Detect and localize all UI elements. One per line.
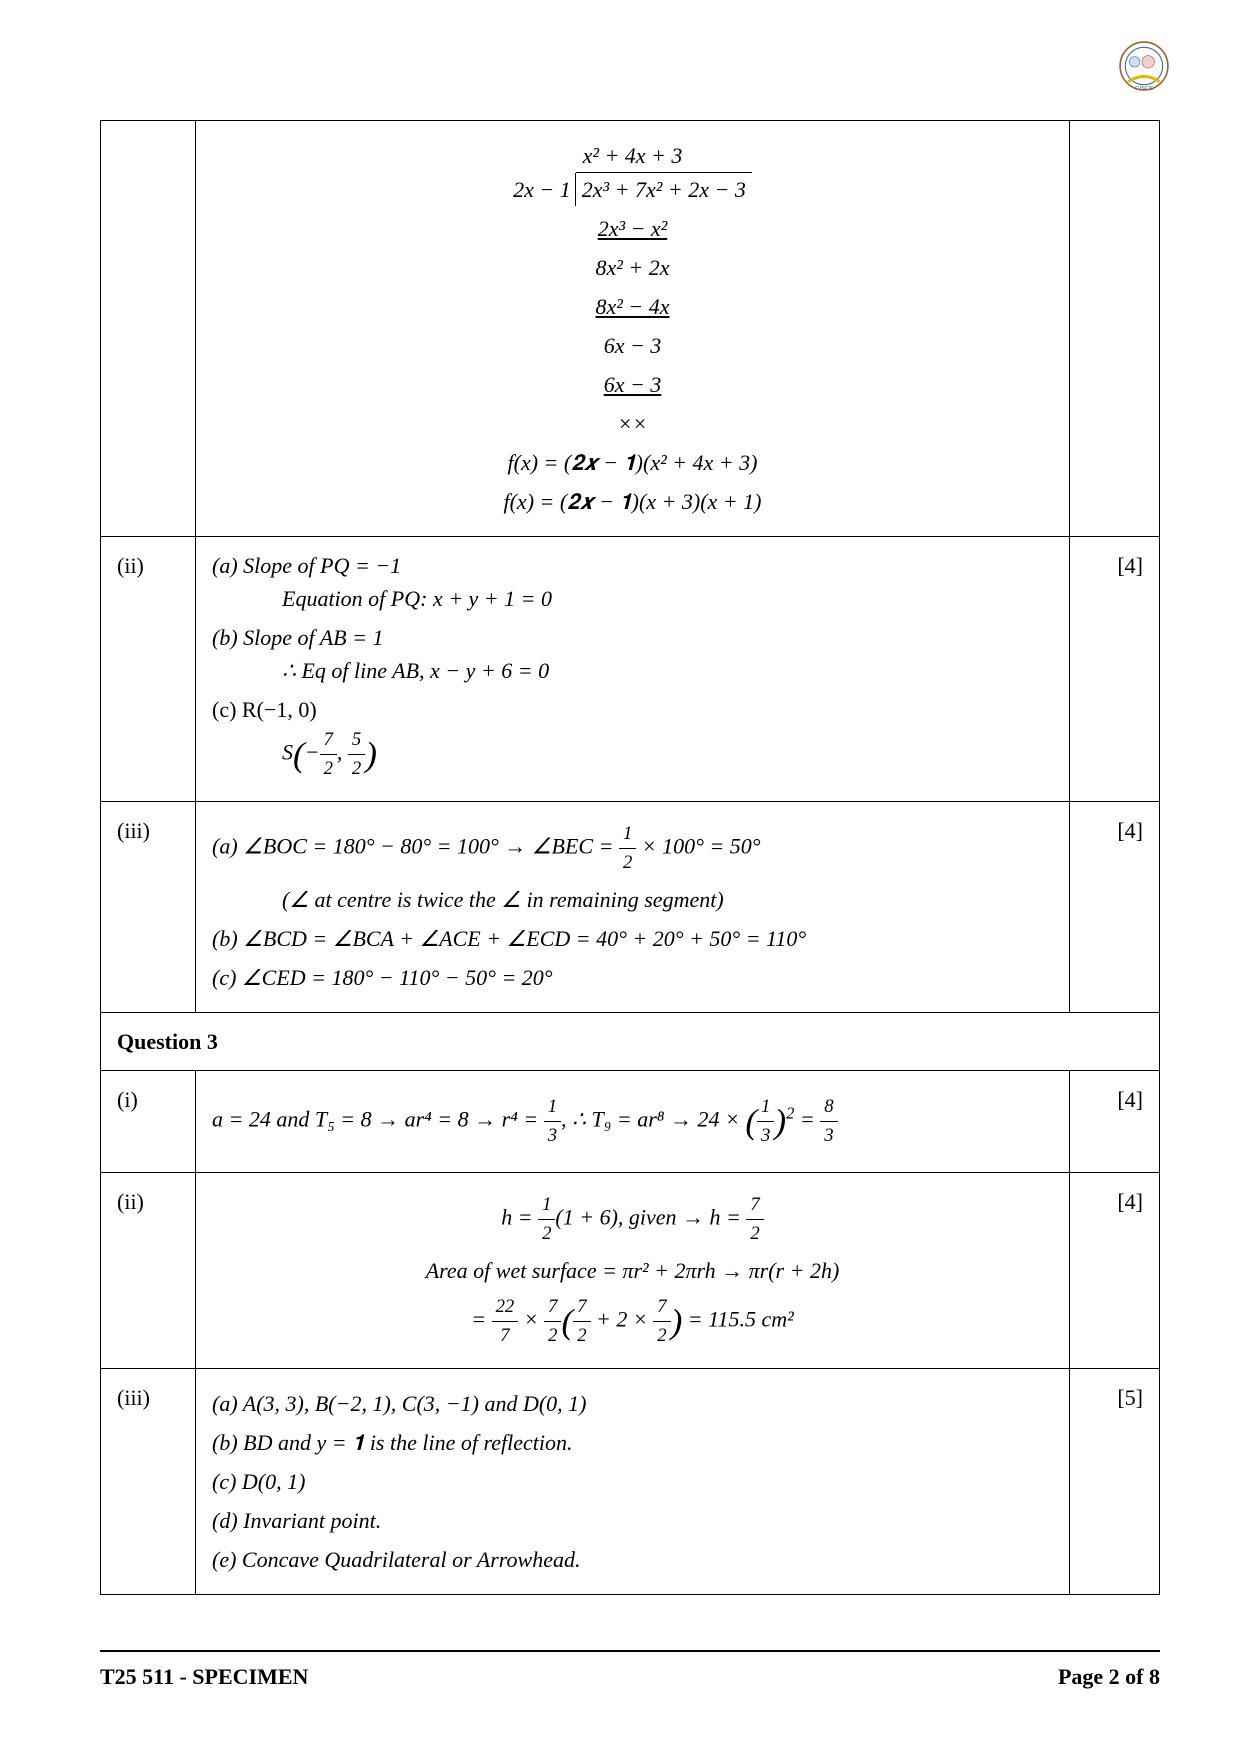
item-number	[101, 121, 196, 537]
part-d: (d) Invariant point.	[212, 1504, 1053, 1537]
step: 6x − 3	[212, 368, 1053, 401]
marks-cell: [4]	[1070, 802, 1160, 1013]
item-number: (ii)	[101, 1173, 196, 1369]
marks-cell	[1070, 121, 1160, 537]
solution-cell: a = 24 and T₅ = 8 → ar⁴ = 8 → r⁴ = 13, ∴…	[196, 1071, 1070, 1173]
gp-solution: a = 24 and T₅ = 8 → ar⁴ = 8 → r⁴ = 13, ∴…	[212, 1093, 1053, 1150]
part-a-eq: Equation of PQ: x + y + 1 = 0	[282, 582, 1053, 615]
long-division: 2x − 12x³ + 7x² + 2x − 3	[513, 172, 752, 206]
area-formula: Area of wet surface = πr² + 2πrh → πr(r …	[212, 1254, 1053, 1287]
part-a: (a) Slope of PQ = −1	[212, 553, 401, 578]
marks-cell: [4]	[1070, 1071, 1160, 1173]
marks-cell: [4]	[1070, 1173, 1160, 1369]
table-row: (ii) h = 12(1 + 6), given → h = 72 Area …	[101, 1173, 1160, 1369]
part-a: (a) ∠BOC = 180° − 80° = 100° → ∠BEC = 12…	[212, 820, 1053, 877]
part-c: (c) D(0, 1)	[212, 1465, 1053, 1498]
part-c: (c) R(−1, 0)	[212, 697, 317, 722]
marks-cell: [5]	[1070, 1369, 1160, 1595]
factored-form: f(x) = (𝟐𝒙 − 𝟏)(x² + 4x + 3)	[212, 446, 1053, 479]
item-number: (iii)	[101, 1369, 196, 1595]
point-s: S(−72, 52)	[282, 726, 1053, 783]
solution-cell: h = 12(1 + 6), given → h = 72 Area of we…	[196, 1173, 1070, 1369]
h-value: h = 12(1 + 6), given → h = 72	[212, 1191, 1053, 1248]
step: 8x² − 4x	[212, 290, 1053, 323]
quotient: x² + 4x + 3	[583, 143, 683, 168]
table-row: (i) a = 24 and T₅ = 8 → ar⁴ = 8 → r⁴ = 1…	[101, 1071, 1160, 1173]
question-title: Question 3	[101, 1013, 1160, 1071]
question-header: Question 3	[101, 1013, 1160, 1071]
part-e: (e) Concave Quadrilateral or Arrowhead.	[212, 1543, 1053, 1576]
part-b-eq: ∴ Eq of line AB, x − y + 6 = 0	[282, 654, 1053, 687]
marks-cell: [4]	[1070, 537, 1160, 802]
solution-cell: (a) ∠BOC = 180° − 80° = 100° → ∠BEC = 12…	[196, 802, 1070, 1013]
item-number: (iii)	[101, 802, 196, 1013]
part-b: (b) ∠BCD = ∠BCA + ∠ACE + ∠ECD = 40° + 20…	[212, 922, 1053, 955]
table-row: x² + 4x + 3 2x − 12x³ + 7x² + 2x − 3 2x³…	[101, 121, 1160, 537]
solution-cell: (a) A(3, 3), B(−2, 1), C(3, −1) and D(0,…	[196, 1369, 1070, 1595]
step: 6x − 3	[212, 329, 1053, 362]
table-row: (iii) (a) A(3, 3), B(−2, 1), C(3, −1) an…	[101, 1369, 1160, 1595]
solutions-table: x² + 4x + 3 2x − 12x³ + 7x² + 2x − 3 2x³…	[100, 120, 1160, 1595]
part-c: (c) ∠CED = 180° − 110° − 50° = 20°	[212, 961, 1053, 994]
area-calc: = 227 × 72(72 + 2 × 72) = 115.5 cm²	[212, 1293, 1053, 1350]
table-row: (ii) (a) Slope of PQ = −1 Equation of PQ…	[101, 537, 1160, 802]
page-number: Page 2 of 8	[1058, 1660, 1160, 1693]
part-b: (b) Slope of AB = 1	[212, 625, 383, 650]
step: 2x³ − x²	[212, 212, 1053, 245]
table-row: (iii) (a) ∠BOC = 180° − 80° = 100° → ∠BE…	[101, 802, 1160, 1013]
item-number: (ii)	[101, 537, 196, 802]
item-number: (i)	[101, 1071, 196, 1173]
factored-form: f(x) = (𝟐𝒙 − 𝟏)(x + 3)(x + 1)	[212, 485, 1053, 518]
part-a-note: (∠ at centre is twice the ∠ in remaining…	[282, 883, 1053, 916]
step: 8x² + 2x	[212, 251, 1053, 284]
cisce-logo: CISCE	[1118, 40, 1170, 92]
step: ××	[212, 407, 1053, 440]
solution-cell: (a) Slope of PQ = −1 Equation of PQ: x +…	[196, 537, 1070, 802]
solution-cell: x² + 4x + 3 2x − 12x³ + 7x² + 2x − 3 2x³…	[196, 121, 1070, 537]
page-footer: T25 511 - SPECIMEN Page 2 of 8	[100, 1650, 1160, 1693]
svg-text:CISCE: CISCE	[1135, 85, 1153, 92]
part-a: (a) A(3, 3), B(−2, 1), C(3, −1) and D(0,…	[212, 1387, 1053, 1420]
paper-code: T25 511 - SPECIMEN	[100, 1660, 308, 1693]
part-b: (b) BD and y = 𝟏 is the line of reflecti…	[212, 1426, 1053, 1459]
